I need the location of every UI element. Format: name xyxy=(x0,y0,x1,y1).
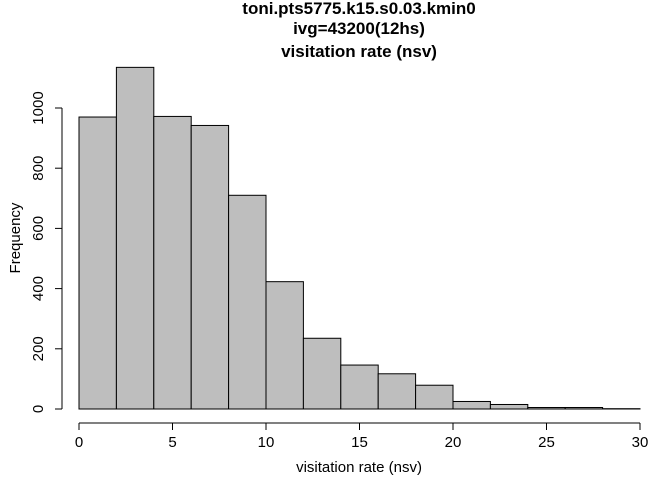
y-axis-label: Frequency xyxy=(7,202,24,273)
x-tick-label-20: 20 xyxy=(445,434,462,451)
x-tick-label-10: 10 xyxy=(258,434,275,451)
histogram-bar-9 xyxy=(377,373,417,410)
histogram-bar-6 xyxy=(265,281,304,410)
title-line-1: toni.pts5775.k15.s0.03.kmin0 xyxy=(242,0,475,18)
histogram-bar-1 xyxy=(78,116,117,410)
x-tick-label-25: 25 xyxy=(538,434,555,451)
histogram-bar-10 xyxy=(415,384,454,410)
x-tick-label-5: 5 xyxy=(168,434,176,451)
title-line-3: visitation rate (nsv) xyxy=(281,42,437,61)
x-axis-label: visitation rate (nsv) xyxy=(296,459,422,476)
chart-title: toni.pts5775.k15.s0.03.kmin0 ivg=43200(1… xyxy=(242,0,475,61)
histogram-bars xyxy=(78,66,641,410)
histogram-bar-2 xyxy=(115,66,155,410)
histogram-bar-5 xyxy=(228,194,267,410)
histogram-bar-3 xyxy=(153,115,192,410)
x-tick-label-30: 30 xyxy=(632,434,649,451)
y-axis: 0 200 400 600 800 1000 xyxy=(30,91,63,413)
y-tick-label-1000: 1000 xyxy=(30,91,47,124)
y-tick-label-600: 600 xyxy=(30,216,47,241)
histogram-bar-8 xyxy=(340,364,379,410)
histogram-bar-4 xyxy=(190,124,230,410)
histogram-bar-13 xyxy=(527,406,566,410)
y-axis-ticks: 0 200 400 600 800 1000 xyxy=(30,91,62,413)
title-line-2: ivg=43200(12hs) xyxy=(293,19,425,38)
y-tick-label-800: 800 xyxy=(30,156,47,181)
y-tick-label-200: 200 xyxy=(30,336,47,361)
x-tick-label-15: 15 xyxy=(351,434,368,451)
y-tick-label-0: 0 xyxy=(30,405,47,413)
histogram-bar-14 xyxy=(564,406,604,410)
x-axis: 0 5 10 15 20 25 30 xyxy=(75,422,649,451)
y-tick-label-400: 400 xyxy=(30,276,47,301)
histogram-bar-12 xyxy=(489,403,529,410)
histogram-bar-11 xyxy=(452,400,491,410)
x-axis-ticks: 0 5 10 15 20 25 30 xyxy=(75,423,649,451)
x-tick-label-0: 0 xyxy=(75,434,83,451)
histogram-bar-7 xyxy=(302,337,342,410)
